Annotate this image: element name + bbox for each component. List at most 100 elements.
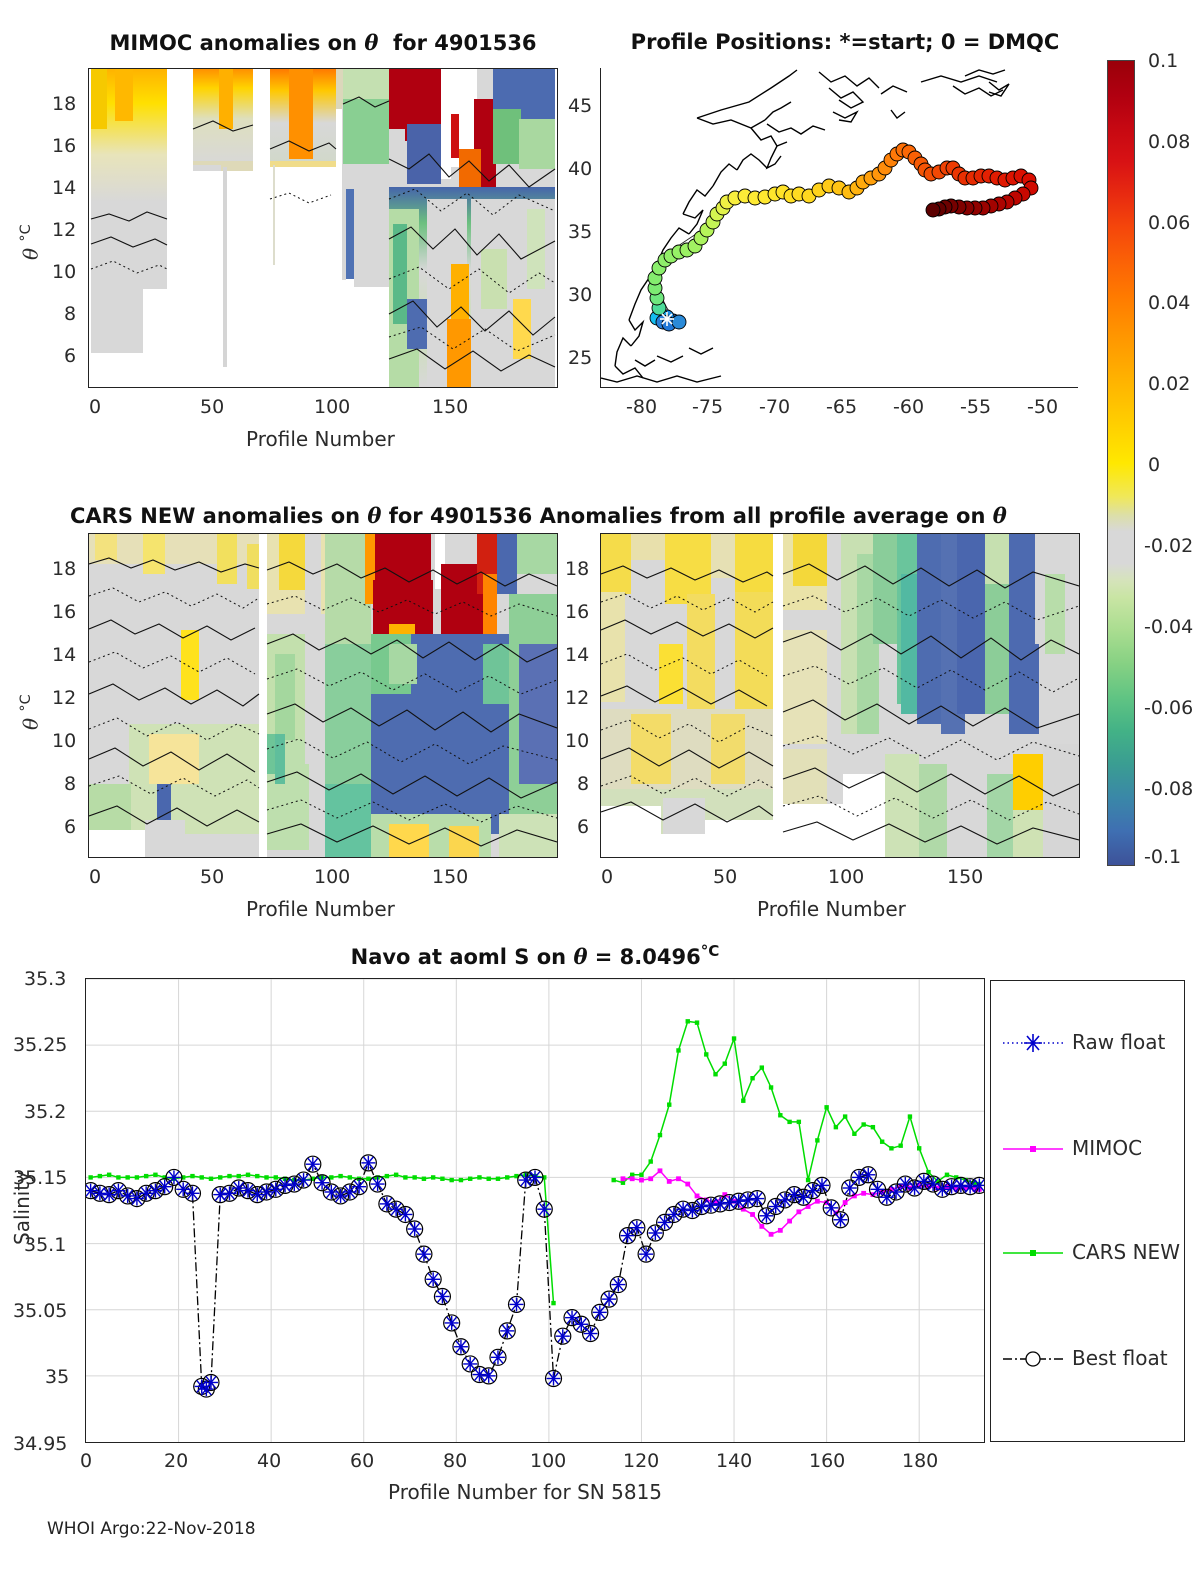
series-best-float-marker — [313, 1174, 331, 1192]
series-best-float-marker — [591, 1303, 609, 1321]
series-raw-float-marker — [592, 1305, 607, 1320]
series-raw-float-marker — [546, 1371, 561, 1386]
colorbar-tick-0.06: 0.06 — [1148, 212, 1191, 234]
series-cars-new-point — [907, 1114, 913, 1119]
series-cars-new-point — [153, 1172, 158, 1177]
series-raw-float-marker — [139, 1186, 154, 1201]
series-best-float-marker — [359, 1154, 377, 1172]
series-best-float-marker — [859, 1166, 877, 1184]
mimoc-ytick-18: 18 — [52, 93, 77, 115]
cars-title-a: CARS NEW anomalies on — [70, 504, 361, 528]
series-cars-new-point — [926, 1169, 931, 1175]
cars-xtick-100: 100 — [314, 866, 351, 888]
series-cars-new-point — [97, 1173, 103, 1179]
series-cars-new-point — [143, 1173, 149, 1179]
series-cars-new-point — [134, 1175, 140, 1180]
series-cars-new-point — [542, 1175, 547, 1180]
series-best-float-marker — [109, 1182, 128, 1200]
allprof-xtick-100: 100 — [828, 866, 865, 888]
series-cars-new-point — [551, 1300, 556, 1306]
cars-panel-title: CARS NEW anomalies on θ for 4901536 Anom… — [70, 503, 1007, 528]
series-best-float-marker — [387, 1200, 405, 1218]
allprof-title-a: Anomalies from all profile average on — [539, 504, 986, 528]
series-raw-float-marker — [963, 1179, 978, 1194]
series-raw-float-marker — [250, 1187, 265, 1202]
legend-sample-raw-float — [1003, 1034, 1063, 1052]
series-cars-new-point — [162, 1175, 167, 1180]
salinity-ytick-35.15: 35.15 — [13, 1167, 68, 1189]
map-xtick--70: -70 — [759, 396, 791, 418]
colorbar-tick-0: 0 — [1148, 454, 1161, 476]
series-mimoc-point — [666, 1178, 672, 1184]
series-raw-float-marker — [842, 1181, 857, 1196]
series-raw-float-marker — [203, 1375, 218, 1390]
legend-sample-best-float — [1003, 1351, 1063, 1367]
series-cars-new-point — [750, 1076, 755, 1081]
mimoc-title-b: for 4901536 — [393, 31, 537, 55]
series-raw-float-marker — [426, 1272, 441, 1287]
series-cars-new-point — [611, 1177, 616, 1183]
salinity-ytick-35: 35 — [45, 1366, 70, 1388]
mimoc-xtick-100: 100 — [314, 396, 351, 418]
series-best-float-marker — [378, 1195, 396, 1213]
salinity-xtick-140: 140 — [716, 1450, 753, 1472]
series-cars-new-point — [255, 1173, 260, 1179]
series-raw-float-marker — [120, 1188, 135, 1203]
series-mimoc-point — [972, 1186, 978, 1192]
series-cars-new-point — [685, 1019, 690, 1024]
series-best-float-marker — [813, 1176, 831, 1194]
allprof-ytick-18: 18 — [565, 558, 590, 580]
colorbar-tick-0.04: 0.04 — [1148, 292, 1191, 314]
salinity-xtick-40: 40 — [257, 1450, 282, 1472]
series-raw-float-marker — [528, 1170, 542, 1185]
series-best-float-marker — [156, 1178, 174, 1196]
series-mimoc-point — [657, 1168, 663, 1174]
series-cars-new-point — [505, 1175, 510, 1180]
series-raw-float-marker — [852, 1170, 867, 1185]
cars-xtick-0: 0 — [89, 866, 102, 888]
series-cars-new-point — [630, 1172, 635, 1177]
series-cars-new-point — [264, 1175, 269, 1180]
salinity-ytick-35.25: 35.25 — [13, 1034, 68, 1056]
colorbar-tick--0.04: -0.04 — [1144, 616, 1194, 638]
series-cars-new-point — [106, 1172, 112, 1177]
series-best-float-marker — [804, 1182, 822, 1200]
series-best-float-marker — [369, 1175, 387, 1193]
allprof-xtick-0: 0 — [601, 866, 614, 888]
mimoc-xtick-150: 150 — [432, 396, 469, 418]
series-best-float-marker — [822, 1199, 840, 1217]
series-raw-float-marker — [870, 1182, 885, 1197]
colorbar-tick-0.02: 0.02 — [1148, 373, 1191, 395]
series-best-float-marker — [174, 1180, 192, 1198]
series-mimoc-point — [648, 1176, 654, 1182]
allprof-contour-plot — [601, 534, 1079, 857]
map-xtick--80: -80 — [626, 396, 658, 418]
series-raw-float-marker — [333, 1188, 348, 1203]
series-cars-new-point — [329, 1175, 334, 1180]
series-raw-float-marker — [768, 1199, 783, 1214]
series-cars-new-point — [449, 1177, 454, 1183]
mimoc-ytick-10: 10 — [52, 261, 77, 283]
series-best-float-marker — [563, 1309, 581, 1327]
salinity-ytick-35.05: 35.05 — [13, 1300, 68, 1322]
series-best-float-marker — [544, 1369, 563, 1388]
series-best-float-marker — [137, 1184, 155, 1202]
series-raw-float-marker — [509, 1297, 524, 1312]
salinity-xtick-100: 100 — [530, 1450, 567, 1472]
series-best-float-marker — [794, 1188, 813, 1206]
allprof-ytick-6: 6 — [577, 816, 590, 838]
series-raw-float-marker — [935, 1182, 950, 1197]
series-cars-new-point — [667, 1102, 672, 1107]
series-raw-float-marker — [472, 1367, 487, 1382]
cars-ylabel-theta: θ — [18, 717, 43, 730]
series-best-float-marker — [294, 1171, 313, 1189]
series-best-float-marker — [637, 1245, 655, 1263]
cars-xlabel: Profile Number — [246, 897, 395, 921]
mimoc-contour-plot — [89, 69, 557, 387]
series-raw-float-marker — [583, 1326, 598, 1341]
series-best-float-marker — [86, 1182, 100, 1200]
series-best-float-marker — [146, 1182, 165, 1200]
series-raw-float-marker — [398, 1207, 413, 1222]
series-best-float-marker — [757, 1207, 776, 1225]
